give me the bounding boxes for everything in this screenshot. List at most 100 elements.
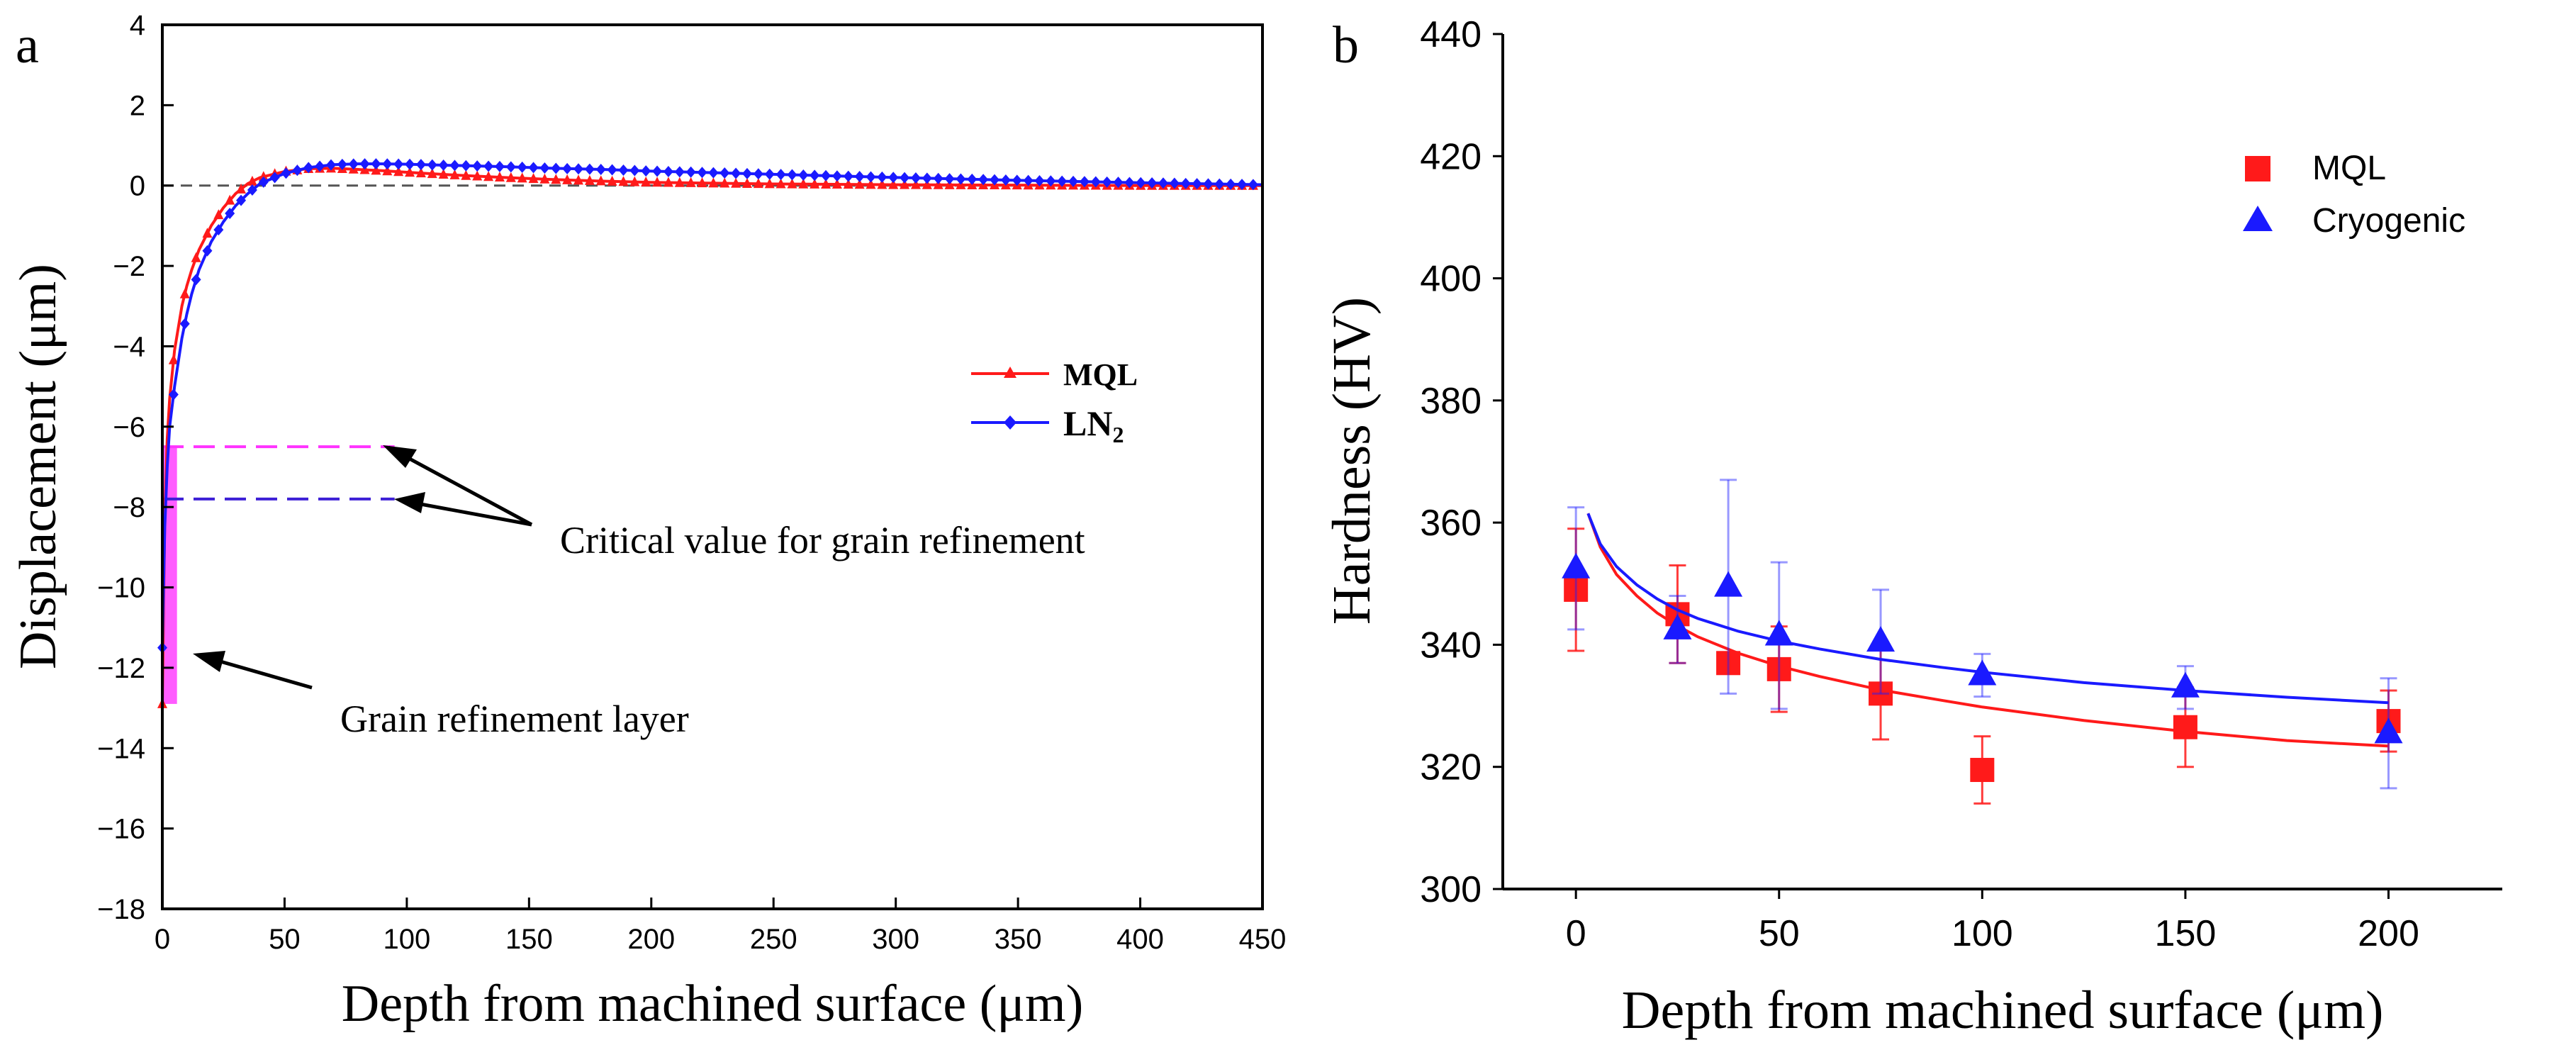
a-mql-marker xyxy=(472,170,483,181)
refinement-arrowhead xyxy=(193,651,225,672)
b-legend-mql-label: MQL xyxy=(2312,150,2386,187)
a-ln2-marker xyxy=(990,174,1000,186)
a-ln2-marker xyxy=(821,169,831,181)
a-ln2-marker xyxy=(236,194,247,206)
a-x-tick-label: 150 xyxy=(505,924,553,955)
a-ln2-marker xyxy=(1124,177,1135,189)
a-mql-marker xyxy=(663,177,673,187)
a-mql-marker xyxy=(405,167,415,177)
a-ln2-marker xyxy=(595,164,606,176)
a-ln2-marker xyxy=(1000,174,1011,186)
a-x-tick-label: 200 xyxy=(627,924,675,955)
a-ln2-marker xyxy=(427,159,437,171)
a-ln2-marker xyxy=(247,184,257,196)
a-ln2-marker xyxy=(472,160,483,172)
a-ln2-marker xyxy=(494,160,505,172)
a-ln2-marker xyxy=(607,164,617,176)
a-legend-mql-label: MQL xyxy=(1063,357,1138,392)
a-mql-marker xyxy=(236,183,247,194)
a-ln2-marker xyxy=(843,170,853,182)
a-mql-marker xyxy=(910,179,921,189)
a-y-tick-label: −10 xyxy=(97,573,145,604)
a-mql-marker xyxy=(877,179,887,189)
b-legend: MQL Cryogenic xyxy=(2243,150,2465,240)
critical-arrowhead-lower xyxy=(394,492,425,513)
a-mql-marker xyxy=(674,177,685,187)
a-ln2-marker xyxy=(810,169,820,181)
a-mql-marker xyxy=(371,164,381,175)
a-ln2-marker xyxy=(674,166,685,178)
a-ln2-marker xyxy=(922,172,932,184)
a-ln2-marker xyxy=(359,158,370,170)
b-mql-point xyxy=(1970,758,1995,783)
a-ln2-marker xyxy=(584,163,595,175)
a-mql-marker xyxy=(652,177,663,187)
a-ln2-marker xyxy=(449,160,460,172)
a-mql-marker xyxy=(900,179,910,189)
a-mql-marker xyxy=(810,178,820,189)
a-mql-marker xyxy=(202,228,213,238)
a-mql-marker xyxy=(562,174,573,184)
a-mql-marker xyxy=(922,179,932,189)
a-y-tick-label: −8 xyxy=(113,492,145,523)
b-cryo-point xyxy=(1866,626,1895,652)
a-y-tick-label: −16 xyxy=(97,814,145,845)
a-ln2-marker xyxy=(1192,178,1202,190)
b-cryo-point xyxy=(1562,552,1591,578)
critical-arrowhead-upper xyxy=(383,445,417,468)
a-ln2-marker xyxy=(719,167,730,179)
a-ln2-marker xyxy=(1203,178,1214,190)
a-mql-marker xyxy=(449,169,460,179)
a-y-tick-label: −6 xyxy=(113,412,145,443)
a-mql-marker xyxy=(798,178,809,189)
a-legend-ln2-marker xyxy=(1004,415,1017,430)
a-mql-marker xyxy=(225,194,235,205)
a-ln2-marker xyxy=(348,158,359,170)
a-ln2-marker xyxy=(933,172,943,184)
a-ln2-marker xyxy=(393,158,404,170)
b-y-tick-label: 380 xyxy=(1420,381,1482,422)
a-mql-marker xyxy=(607,175,617,186)
a-mql-marker xyxy=(517,172,527,183)
a-ln2-marker xyxy=(652,165,663,177)
a-mql-marker xyxy=(933,179,943,189)
a-mql-marker xyxy=(708,177,719,188)
panel-label-a: a xyxy=(16,16,39,74)
a-ln2-marker xyxy=(910,172,921,184)
a-ln2-marker xyxy=(641,165,651,177)
a-mql-marker xyxy=(888,179,899,189)
a-mql-marker xyxy=(618,176,629,186)
a-ln2-marker xyxy=(697,167,707,179)
a-mql-marker xyxy=(483,171,494,181)
a-ln2-marker xyxy=(1034,174,1045,186)
a-plot-frame xyxy=(161,23,1264,910)
a-legend-ln2-sub: 2 xyxy=(1112,422,1124,447)
b-mql-point xyxy=(1869,681,1893,706)
a-y-axis-label: Displacement (μm) xyxy=(9,264,67,669)
b-y-axis-label: Hardness (HV) xyxy=(1322,297,1382,625)
a-ln2-marker xyxy=(731,167,741,179)
grain-refinement-annotation: Grain refinement layer xyxy=(340,698,689,740)
a-ln2-marker xyxy=(517,161,527,173)
a-ln2-marker xyxy=(461,160,471,172)
a-ln2-marker xyxy=(562,162,573,174)
a-ln2-marker xyxy=(269,172,280,184)
a-ln2-marker xyxy=(337,158,347,170)
b-y-tick-label: 360 xyxy=(1420,503,1482,544)
a-ln2-marker xyxy=(753,168,763,180)
a-ln2-marker xyxy=(1136,177,1146,189)
a-mql-marker xyxy=(528,173,539,184)
a-ln2-marker xyxy=(1226,178,1236,190)
b-cryo-point xyxy=(1968,659,1997,686)
panel-a: a 0 50 100 150 200 250 300 350 400 450 4 2 0 −2 −4 −6 −8… xyxy=(9,10,1286,1033)
b-series-layer xyxy=(1562,479,2403,805)
a-mql-marker xyxy=(775,178,786,189)
a-ln2-marker xyxy=(618,164,629,177)
a-x-tick-label: 250 xyxy=(750,924,797,955)
a-mql-marker xyxy=(685,177,696,187)
b-y-tick-label: 440 xyxy=(1420,14,1482,55)
a-ln2-marker xyxy=(303,162,314,174)
a-mql-marker xyxy=(393,166,404,177)
a-ln2-marker xyxy=(371,158,381,170)
